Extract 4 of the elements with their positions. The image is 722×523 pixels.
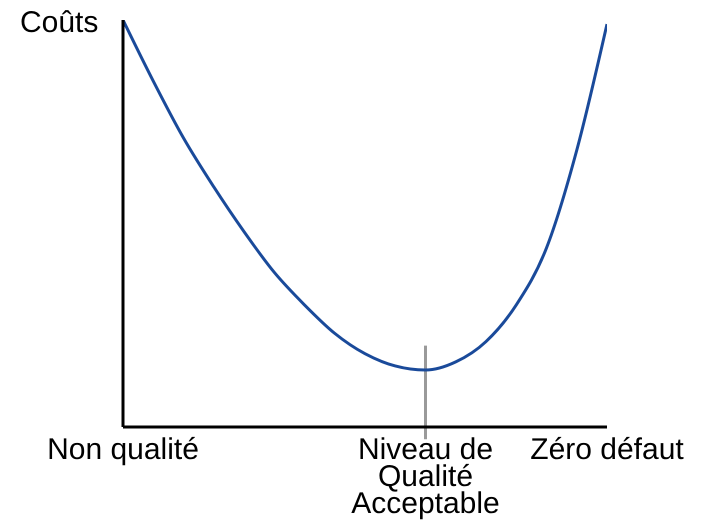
y-axis-title: Coûts <box>20 6 98 39</box>
x-tick-label: Zéro défaut <box>530 433 684 466</box>
x-tick-label: Non qualité <box>47 433 199 466</box>
x-tick-label: Niveau de Qualité Acceptable <box>351 433 500 520</box>
